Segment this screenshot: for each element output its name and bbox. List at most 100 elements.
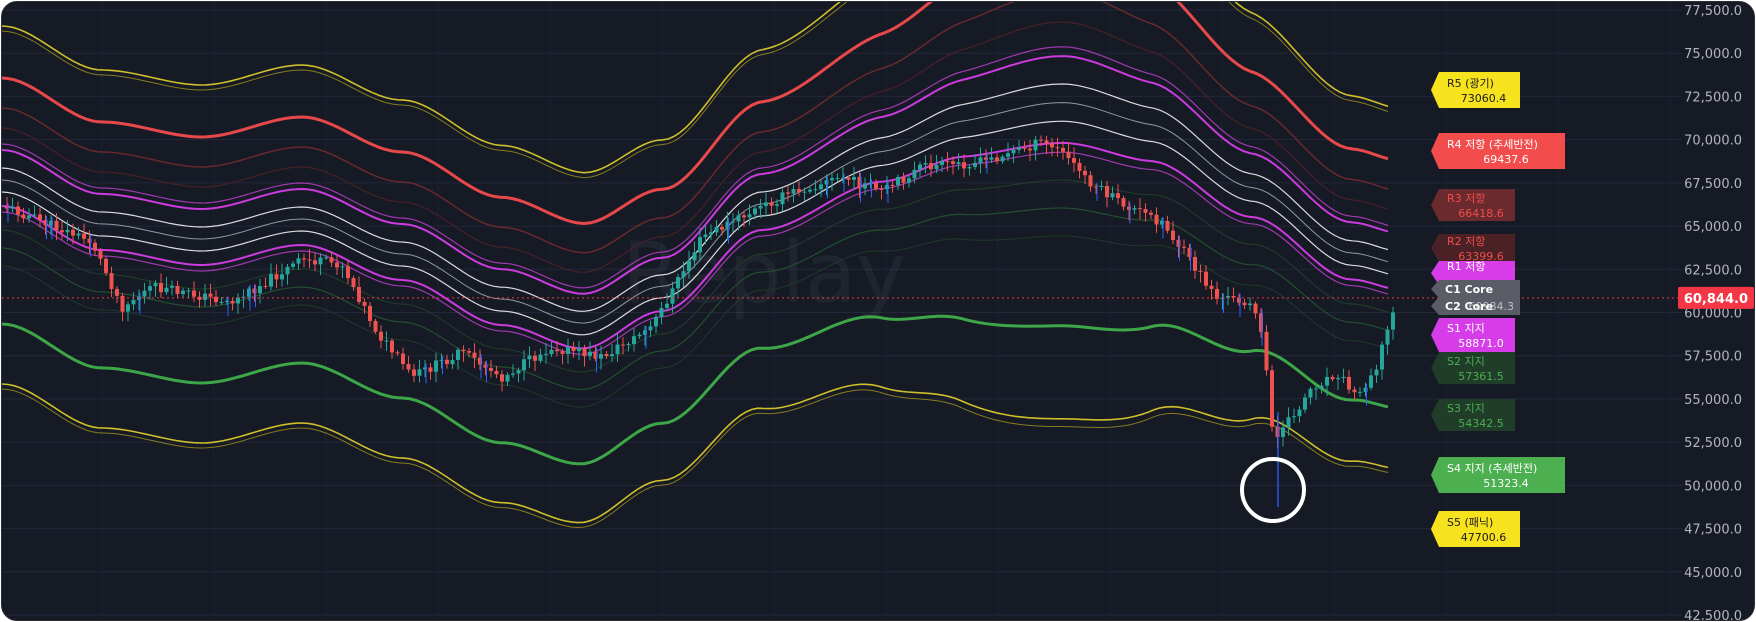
band-line <box>2 2 1389 179</box>
candle-body <box>813 189 818 191</box>
band-lines <box>2 2 1389 529</box>
candle-body <box>32 214 37 216</box>
candle-body <box>65 229 70 233</box>
candle-body <box>791 189 796 194</box>
candle-body <box>918 164 922 170</box>
candle-body <box>340 266 345 268</box>
candle-body <box>676 277 680 289</box>
candle-body <box>1281 427 1285 438</box>
candle-body <box>219 302 224 304</box>
candle-body <box>1171 230 1175 240</box>
candle-body <box>681 271 686 278</box>
candle-body <box>1286 417 1291 428</box>
candle-body <box>670 288 675 304</box>
level-name: S1 지지 <box>1447 322 1485 335</box>
candle-body <box>241 296 246 298</box>
candle-body <box>1270 370 1274 427</box>
level-name: R2 저항 <box>1447 235 1485 248</box>
current-price-tag: 60,844.0 <box>1678 286 1754 309</box>
level-value: 47700.6 <box>1461 531 1507 544</box>
band-line <box>2 388 1389 529</box>
candle-body <box>390 340 394 353</box>
candle-body <box>714 227 719 233</box>
candle-body <box>1017 147 1021 150</box>
candle-body <box>324 257 328 259</box>
candle-body <box>1149 212 1153 215</box>
candle-body <box>1259 313 1263 332</box>
candle-body <box>665 303 669 309</box>
candle-body <box>1391 312 1395 330</box>
level-label: S3 지지 54342.5 <box>1431 399 1515 431</box>
candle-body <box>956 162 961 164</box>
candle-body <box>577 348 581 352</box>
price-tick-label: 52,500.0 <box>1684 436 1742 451</box>
candle-body <box>1198 270 1203 272</box>
candle-body <box>1226 296 1230 298</box>
candle-body <box>725 221 730 230</box>
candle-body <box>1314 388 1318 390</box>
candle-body <box>434 360 438 372</box>
candle-body <box>1292 416 1296 418</box>
level-label-bg <box>1431 511 1520 547</box>
candle-body <box>1242 302 1247 306</box>
candle-body <box>230 300 235 304</box>
candle-body <box>780 192 785 205</box>
candle-body <box>153 283 158 287</box>
level-label: S1 지지 58871.0 <box>1431 318 1515 352</box>
candle-body <box>659 308 664 318</box>
candle-body <box>285 266 290 275</box>
candle-body <box>258 286 262 294</box>
candle-body <box>1325 376 1329 386</box>
candle-body <box>1138 208 1142 210</box>
candle-body <box>1182 246 1186 248</box>
candle-body <box>401 353 405 365</box>
candle-body <box>38 214 42 220</box>
candle-body <box>93 242 97 251</box>
candle-body <box>164 287 169 293</box>
candle-body <box>588 351 592 357</box>
candle-body <box>406 364 411 370</box>
candle-body <box>472 352 477 358</box>
candle-body <box>775 204 779 206</box>
candle-body <box>604 353 609 357</box>
level-label-bg <box>1431 318 1515 352</box>
candle-body <box>1044 140 1049 144</box>
candle-body <box>225 300 229 303</box>
candle-body <box>71 229 75 236</box>
candle-body <box>692 252 697 261</box>
level-value: 58871.0 <box>1458 337 1504 350</box>
candle-body <box>1308 388 1313 398</box>
candle-body <box>489 367 493 371</box>
price-axis[interactable]: 77,500.0 75,000.0 72,500.0 70,000.0 67,500.0… <box>1684 4 1742 620</box>
candle-body <box>533 355 537 361</box>
price-tick-label: 45,000.0 <box>1684 566 1742 581</box>
candle-body <box>764 202 768 206</box>
candle-body <box>346 266 350 279</box>
candle-body <box>175 285 180 295</box>
candle-body <box>87 238 92 243</box>
band-line <box>2 383 1389 524</box>
level-label: R5 (광기) 73060.4 <box>1431 72 1520 108</box>
candle-body <box>984 157 988 160</box>
candle-body <box>417 369 422 376</box>
candle-body <box>181 290 185 295</box>
band-line <box>2 46 1389 289</box>
candle-body <box>1176 239 1181 247</box>
candle-body <box>901 177 906 183</box>
band-line <box>2 55 1389 295</box>
candle-body <box>808 189 812 192</box>
candle-body <box>186 290 191 292</box>
candle-body <box>967 166 972 169</box>
level-label: R2 저항 63399.6 <box>1431 234 1515 263</box>
price-tick-label: 50,000.0 <box>1684 479 1742 494</box>
candle-body <box>709 232 713 235</box>
band-line <box>2 179 1389 373</box>
level-name: S2 지지 <box>1447 355 1485 368</box>
level-label: C1 Core <box>1431 280 1520 298</box>
candle-body <box>384 340 389 342</box>
candle-body <box>797 189 801 193</box>
candle-body <box>1110 193 1115 198</box>
candle-body <box>54 220 59 231</box>
watermark: Replay <box>622 224 906 322</box>
